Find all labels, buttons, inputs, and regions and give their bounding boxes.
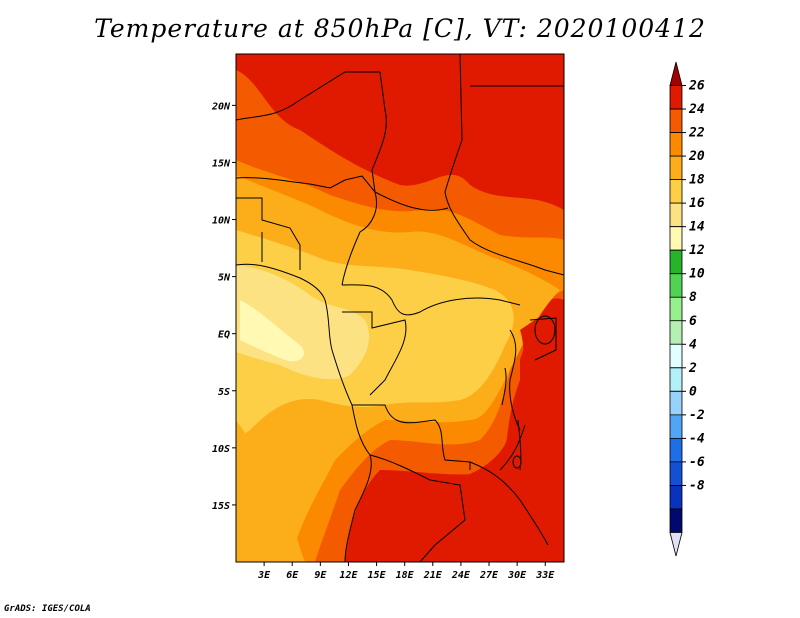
colorbar-swatch <box>669 461 683 486</box>
colorbar-label: 26 <box>688 79 705 94</box>
colorbar-label: 14 <box>689 220 705 235</box>
colorbar-swatch <box>669 508 683 533</box>
map-frame <box>235 53 565 563</box>
grads-credit: GrADS: IGES/COLA <box>4 604 91 614</box>
lat-tick-label: 10N <box>212 216 231 227</box>
colorbar-swatch <box>669 390 683 416</box>
colorbar-swatch <box>669 132 683 157</box>
colorbar-swatch <box>669 485 683 510</box>
colorbar-label: 0 <box>689 384 697 399</box>
lon-tick-label: 15E <box>368 570 387 581</box>
colorbar-label: 24 <box>688 102 705 117</box>
lat-tick-label: 5S <box>218 387 230 398</box>
colorbar-swatch <box>669 296 683 322</box>
colorbar-swatch <box>669 367 683 392</box>
colorbar-swatch <box>669 226 683 251</box>
colorbar-label: 20 <box>688 149 705 164</box>
lat-tick-label: 20N <box>211 101 231 112</box>
colorbar-swatch <box>669 108 683 133</box>
lon-tick-label: 6E <box>286 570 299 581</box>
colorbar-swatch <box>669 249 683 275</box>
colorbar-swatch <box>669 320 683 345</box>
lon-tick-label: 18E <box>396 570 415 581</box>
map-title: Temperature at 850hPa [C], VT: 202010041… <box>94 14 706 43</box>
colorbar-label: 2 <box>688 361 697 376</box>
lon-tick-label: 3E <box>257 570 271 581</box>
colorbar-swatch <box>669 85 683 110</box>
colorbar-label: 10 <box>689 267 705 282</box>
colorbar-label: 12 <box>689 243 705 258</box>
colorbar-swatch <box>669 532 683 557</box>
colorbar-label: 6 <box>689 314 697 329</box>
lat-tick-label: 10S <box>212 444 230 455</box>
lon-tick-label: 12E <box>339 570 358 581</box>
lon-tick-label: 21E <box>423 570 443 581</box>
lon-tick-label: 24E <box>451 570 471 581</box>
colorbar-swatch <box>669 61 683 86</box>
temperature-field <box>236 54 564 562</box>
lon-tick-label: 27E <box>479 570 499 581</box>
colorbar-label: 18 <box>689 173 705 188</box>
country-borders <box>236 54 564 562</box>
colorbar-swatch <box>669 202 683 228</box>
colorbar-swatch <box>669 437 683 463</box>
longitude-axis: 3E 6E 9E 12E 15E 18E 21E 24E 27E 30E 33E <box>257 562 555 581</box>
lakes <box>501 315 556 471</box>
colorbar-swatch <box>669 273 683 298</box>
colorbar-label: -6 <box>689 455 705 470</box>
colorbar-label: -2 <box>689 408 705 423</box>
lat-tick-label: 5N <box>218 273 231 284</box>
lon-tick-label: 9E <box>314 570 327 581</box>
latitude-axis: 20N 15N 10N 5N EQ 5S 10S 15S <box>211 101 236 512</box>
lon-tick-label: 30E <box>507 570 527 581</box>
colorbar-swatch <box>669 179 683 204</box>
lat-tick-label: 15S <box>212 501 230 512</box>
colorbar-label: -4 <box>689 431 705 446</box>
colorbar-swatch <box>669 155 683 181</box>
colorbar-label: 4 <box>689 337 697 352</box>
lat-tick-label: 15N <box>212 158 231 169</box>
colorbar-label: -8 <box>689 478 705 493</box>
colorbar-swatch <box>669 414 683 439</box>
colorbar-label: 22 <box>688 126 705 141</box>
lat-tick-label: EQ <box>218 330 230 341</box>
lon-tick-label: 33E <box>535 570 555 581</box>
colorbar-swatch <box>669 343 683 369</box>
colorbar-label: 8 <box>689 290 697 305</box>
colorbar-label: 16 <box>689 196 705 211</box>
